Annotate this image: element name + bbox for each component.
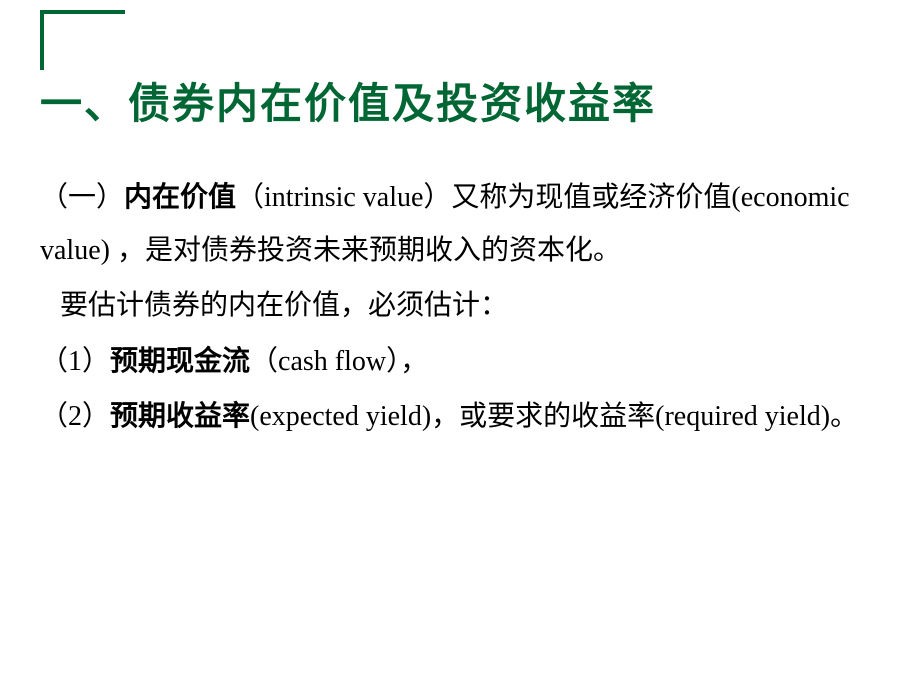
- section-1: （一）内在价值（intrinsic value）又称为现值或经济价值(econo…: [40, 171, 880, 277]
- item-1-text: （cash flow），: [250, 346, 428, 377]
- slide-content: 一、债券内在价值及投资收益率 （一）内在价值（intrinsic value）又…: [0, 0, 920, 485]
- corner-decoration: [40, 10, 125, 70]
- list-item-2: （2）预期收益率(expected yield)，或要求的收益率(require…: [40, 390, 880, 443]
- slide-title: 一、债券内在价值及投资收益率: [40, 70, 880, 131]
- section-1-label: （一）: [40, 182, 124, 213]
- item-2-bold-term: 预期收益率: [110, 401, 250, 432]
- intro-line: 要估计债券的内在价值，必须估计：: [40, 279, 880, 332]
- item-2-label: （2）: [40, 401, 110, 432]
- item-1-bold-term: 预期现金流: [110, 346, 250, 377]
- item-2-text: (expected yield)，或要求的收益率(required yield)…: [250, 401, 858, 432]
- list-item-1: （1）预期现金流（cash flow），: [40, 335, 880, 388]
- section-1-bold-term: 内在价值: [124, 182, 236, 213]
- item-1-label: （1）: [40, 346, 110, 377]
